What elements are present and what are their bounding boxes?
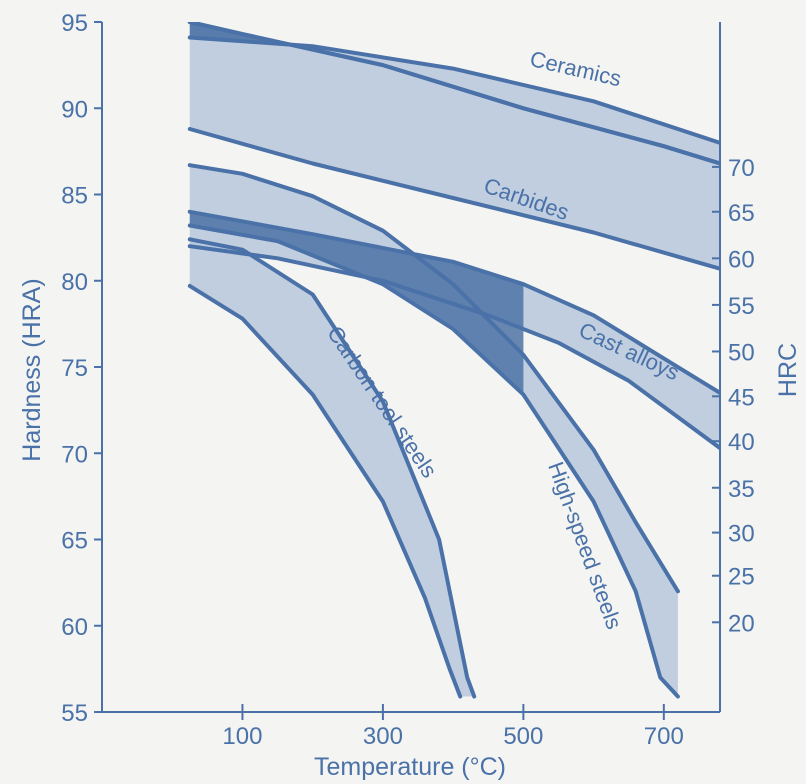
y-tick-label: 55	[61, 700, 88, 727]
y2-tick-label: 40	[728, 429, 755, 456]
y-axis-title: Hardness (HRA)	[18, 278, 46, 461]
carbon-tool-steels-lower-line	[187, 283, 463, 699]
y-tick-label: 95	[61, 10, 88, 37]
y2-tick-label: 25	[728, 564, 755, 591]
y-tick-label: 80	[61, 269, 88, 296]
y2-tick-label: 35	[728, 476, 755, 503]
y-tick-label: 90	[61, 96, 88, 123]
cast-alloys-lower-line	[187, 244, 720, 451]
y2-tick-label: 20	[728, 610, 755, 637]
band-carbon-tool-steels	[189, 239, 475, 697]
x-axis-title: Temperature (°C)	[314, 753, 506, 781]
high-speed-steels-upper-line	[187, 163, 680, 594]
ticks: 55 60 65 70 75 80 85 90 95 100 300 500 700 20 25 30 35 40…	[61, 10, 754, 750]
carbides-lower-line	[187, 127, 720, 271]
series-label-ceramics: Ceramics	[528, 46, 624, 91]
y2-tick-label: 45	[728, 384, 755, 411]
x-tick-label: 100	[222, 723, 262, 750]
x-tick-label: 700	[644, 723, 684, 750]
y2-tick-label: 70	[728, 155, 755, 182]
x-tick-label: 300	[363, 723, 403, 750]
y-tick-label: 65	[61, 528, 88, 555]
y-tick-label: 75	[61, 355, 88, 382]
ceramics-upper-line	[187, 35, 720, 145]
y2-tick-label: 30	[728, 521, 755, 548]
y2-axis-title: HRC	[774, 343, 802, 397]
y2-tick-label: 60	[728, 246, 755, 273]
y-tick-label: 60	[61, 614, 88, 641]
x-tick-label: 500	[503, 723, 543, 750]
carbon-tool-steels-upper-line	[187, 237, 477, 699]
y-tick-label: 85	[61, 183, 88, 210]
hardness-bands	[187, 22, 720, 699]
band-carbides	[189, 22, 720, 269]
y2-tick-label: 50	[728, 339, 755, 366]
y-tick-label: 70	[61, 441, 88, 468]
carbides-upper-line	[187, 22, 720, 166]
y2-tick-label: 55	[728, 293, 755, 320]
high-speed-steels-lower-line	[187, 223, 680, 699]
y2-tick-label: 65	[728, 200, 755, 227]
cast-alloys-upper-line	[187, 209, 720, 395]
